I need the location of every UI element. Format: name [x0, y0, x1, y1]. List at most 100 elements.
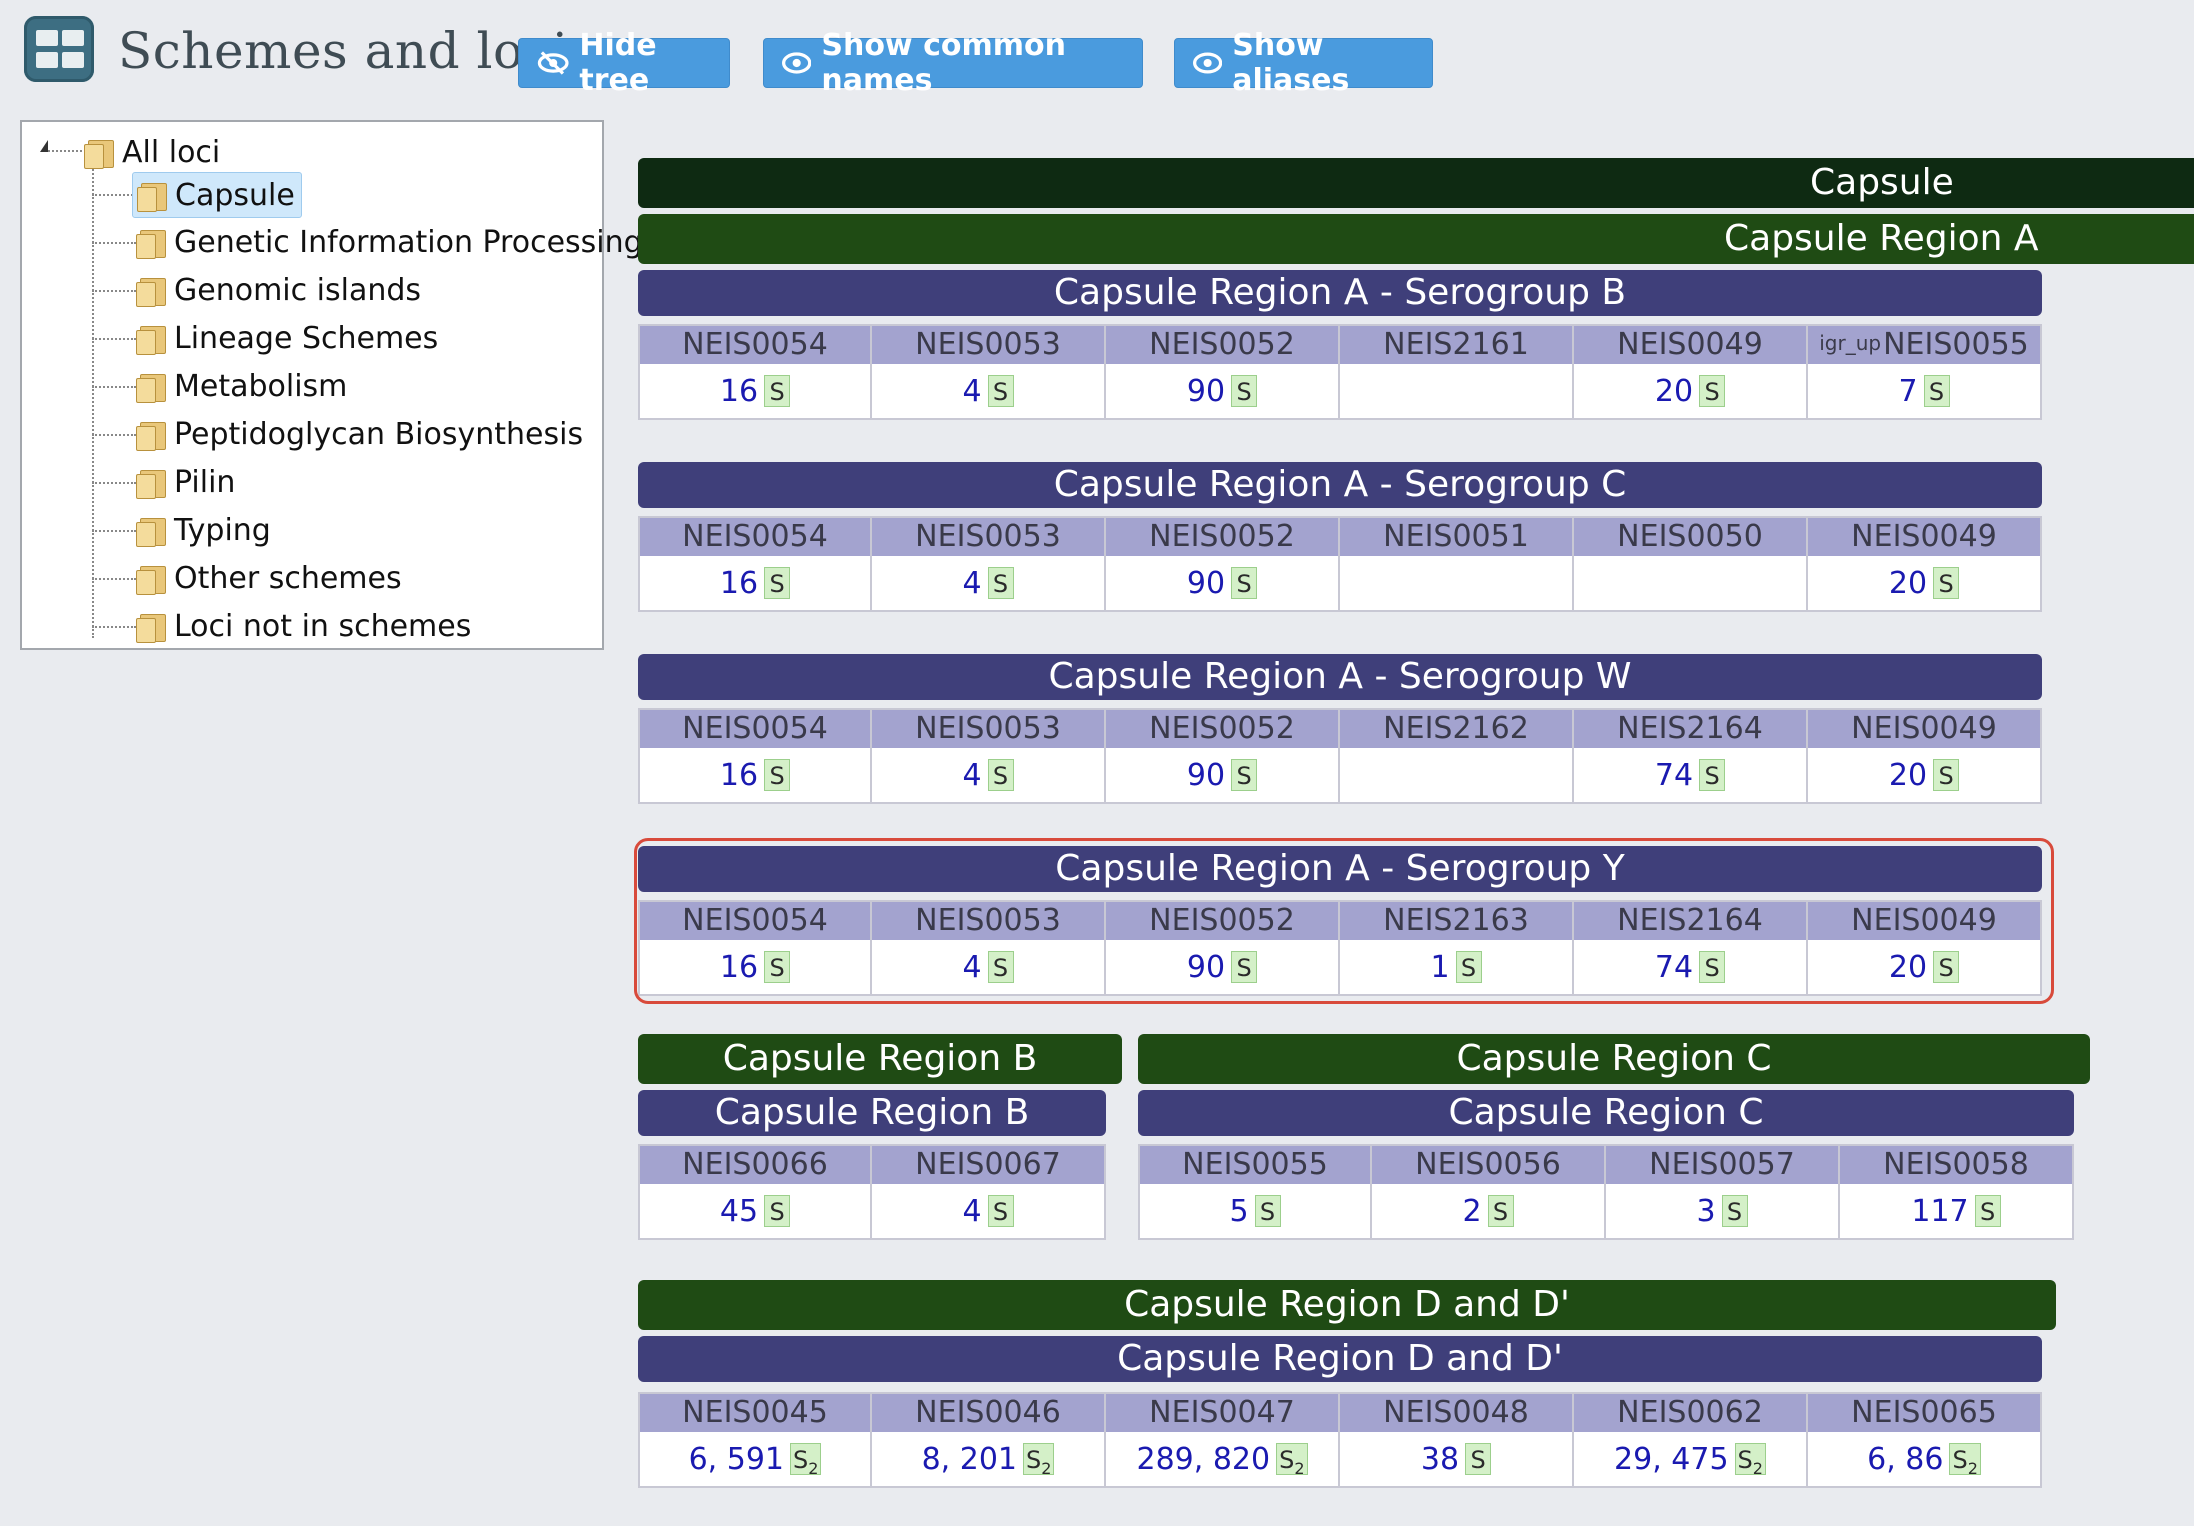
locus-name[interactable]: NEIS0046 [872, 1394, 1104, 1432]
locus-name[interactable]: NEIS0052 [1106, 326, 1338, 364]
allele-link[interactable]: 20 [1888, 565, 1928, 601]
tree-item-pilin[interactable]: Pilin [132, 460, 241, 504]
tree-collapse-icon[interactable] [40, 140, 48, 152]
locus-name[interactable]: NEIS0049 [1808, 710, 2040, 748]
locus-name[interactable]: NEIS0053 [872, 326, 1104, 364]
allele-link[interactable]: 20 [1888, 757, 1928, 793]
locus-name[interactable]: NEIS0050 [1574, 518, 1806, 556]
allele-link[interactable]: 16 [719, 565, 759, 601]
sequence-badge[interactable]: S [1933, 951, 1960, 983]
sequence-badge[interactable]: S [1721, 1195, 1748, 1227]
sequence-badge[interactable]: S [1933, 759, 1960, 791]
sequence-badge[interactable]: S [1699, 759, 1726, 791]
hide-tree-button[interactable]: Hide tree [518, 28, 730, 98]
locus-name[interactable]: NEIS0053 [872, 518, 1104, 556]
locus-name[interactable]: NEIS0053 [872, 710, 1104, 748]
tree-item-lineage-schemes[interactable]: Lineage Schemes [132, 316, 444, 360]
sequence-badge[interactable]: S [1487, 1195, 1514, 1227]
allele-link[interactable]: 6, 86 [1867, 1441, 1944, 1477]
locus-name[interactable]: NEIS0045 [640, 1394, 870, 1432]
locus-name[interactable]: NEIS0053 [872, 902, 1104, 940]
sequence-badge[interactable]: S [764, 951, 791, 983]
allele-link[interactable]: 16 [719, 949, 759, 985]
locus-name[interactable]: igr_upNEIS0055 [1808, 326, 2040, 364]
sequence-badge[interactable]: S [987, 375, 1014, 407]
allele-link[interactable]: 38 [1420, 1441, 1460, 1477]
sequence-badge[interactable]: S [1974, 1195, 2001, 1227]
sequence-badge[interactable]: S [1465, 1443, 1492, 1475]
sequence-badge[interactable]: S [764, 759, 791, 791]
allele-link[interactable]: 4 [962, 565, 982, 601]
locus-name[interactable]: NEIS2162 [1340, 710, 1572, 748]
locus-name[interactable]: NEIS0047 [1106, 1394, 1338, 1432]
locus-name[interactable]: NEIS0054 [640, 518, 870, 556]
tree-item-typing[interactable]: Typing [132, 508, 277, 552]
locus-name[interactable]: NEIS0054 [640, 902, 870, 940]
allele-link[interactable]: 45 [719, 1193, 759, 1229]
sequence-badge[interactable]: S [764, 567, 791, 599]
locus-name[interactable]: NEIS2161 [1340, 326, 1572, 364]
sequence-badge[interactable]: S [1699, 375, 1726, 407]
allele-link[interactable]: 16 [719, 757, 759, 793]
locus-name[interactable]: NEIS0055 [1140, 1146, 1370, 1184]
tree-item-capsule[interactable]: Capsule [132, 172, 302, 218]
sequence-badge[interactable]: S [1231, 567, 1258, 599]
locus-name[interactable]: NEIS0049 [1574, 326, 1806, 364]
locus-name[interactable]: NEIS0054 [640, 326, 870, 364]
allele-link[interactable]: 90 [1186, 373, 1226, 409]
allele-link[interactable]: 117 [1911, 1193, 1969, 1229]
tree-item-loci-not-in-schemes[interactable]: Loci not in schemes [132, 604, 477, 648]
allele-link[interactable]: 7 [1898, 373, 1918, 409]
allele-link[interactable]: 20 [1888, 949, 1928, 985]
locus-name[interactable]: NEIS2164 [1574, 902, 1806, 940]
locus-name[interactable]: NEIS0065 [1808, 1394, 2040, 1432]
sequence-badge[interactable]: S [1231, 759, 1258, 791]
allele-link[interactable]: 6, 591 [688, 1441, 784, 1477]
locus-name[interactable]: NEIS0049 [1808, 902, 2040, 940]
tree-item-metabolism[interactable]: Metabolism [132, 364, 353, 408]
sequence-badge[interactable]: S [987, 1195, 1014, 1227]
allele-link[interactable]: 74 [1654, 757, 1694, 793]
sequence-badge[interactable]: S [987, 567, 1014, 599]
sequence-badge[interactable]: S [1699, 951, 1726, 983]
tree-item-peptidoglycan-biosynthesis[interactable]: Peptidoglycan Biosynthesis [132, 412, 589, 456]
locus-name[interactable]: NEIS0048 [1340, 1394, 1572, 1432]
allele-link[interactable]: 4 [962, 373, 982, 409]
allele-link[interactable]: 16 [719, 373, 759, 409]
sequence-badge[interactable]: S [1933, 567, 1960, 599]
sequence-badge[interactable]: S2 [790, 1443, 822, 1478]
sequence-badge[interactable]: S2 [1949, 1443, 1981, 1478]
tree-item-other-schemes[interactable]: Other schemes [132, 556, 408, 600]
sequence-badge[interactable]: S [764, 375, 791, 407]
show-aliases-button[interactable]: Show aliases [1174, 28, 1433, 98]
locus-name[interactable]: NEIS2163 [1340, 902, 1572, 940]
sequence-badge[interactable]: S [764, 1195, 791, 1227]
allele-link[interactable]: 74 [1654, 949, 1694, 985]
allele-link[interactable]: 8, 201 [921, 1441, 1017, 1477]
sequence-badge[interactable]: S [1923, 375, 1950, 407]
allele-link[interactable]: 4 [962, 757, 982, 793]
tree-item-genetic-information-processing[interactable]: Genetic Information Processing [132, 220, 649, 264]
sequence-badge[interactable]: S [987, 759, 1014, 791]
sequence-badge[interactable]: S [987, 951, 1014, 983]
locus-name[interactable]: NEIS2164 [1574, 710, 1806, 748]
locus-name[interactable]: NEIS0066 [640, 1146, 870, 1184]
locus-name[interactable]: NEIS0054 [640, 710, 870, 748]
allele-link[interactable]: 29, 475 [1614, 1441, 1729, 1477]
locus-name[interactable]: NEIS0051 [1340, 518, 1572, 556]
allele-link[interactable]: 289, 820 [1136, 1441, 1271, 1477]
locus-name[interactable]: NEIS0052 [1106, 518, 1338, 556]
locus-name[interactable]: NEIS0058 [1840, 1146, 2072, 1184]
allele-link[interactable]: 20 [1654, 373, 1694, 409]
sequence-badge[interactable]: S2 [1023, 1443, 1055, 1478]
allele-link[interactable]: 1 [1430, 949, 1450, 985]
locus-name[interactable]: NEIS0062 [1574, 1394, 1806, 1432]
sequence-badge[interactable]: S [1231, 375, 1258, 407]
allele-link[interactable]: 90 [1186, 949, 1226, 985]
locus-name[interactable]: NEIS0049 [1808, 518, 2040, 556]
allele-link[interactable]: 2 [1462, 1193, 1482, 1229]
allele-link[interactable]: 3 [1696, 1193, 1716, 1229]
allele-link[interactable]: 4 [962, 1193, 982, 1229]
tree-root[interactable]: All loci [84, 132, 220, 172]
sequence-badge[interactable]: S [1231, 951, 1258, 983]
